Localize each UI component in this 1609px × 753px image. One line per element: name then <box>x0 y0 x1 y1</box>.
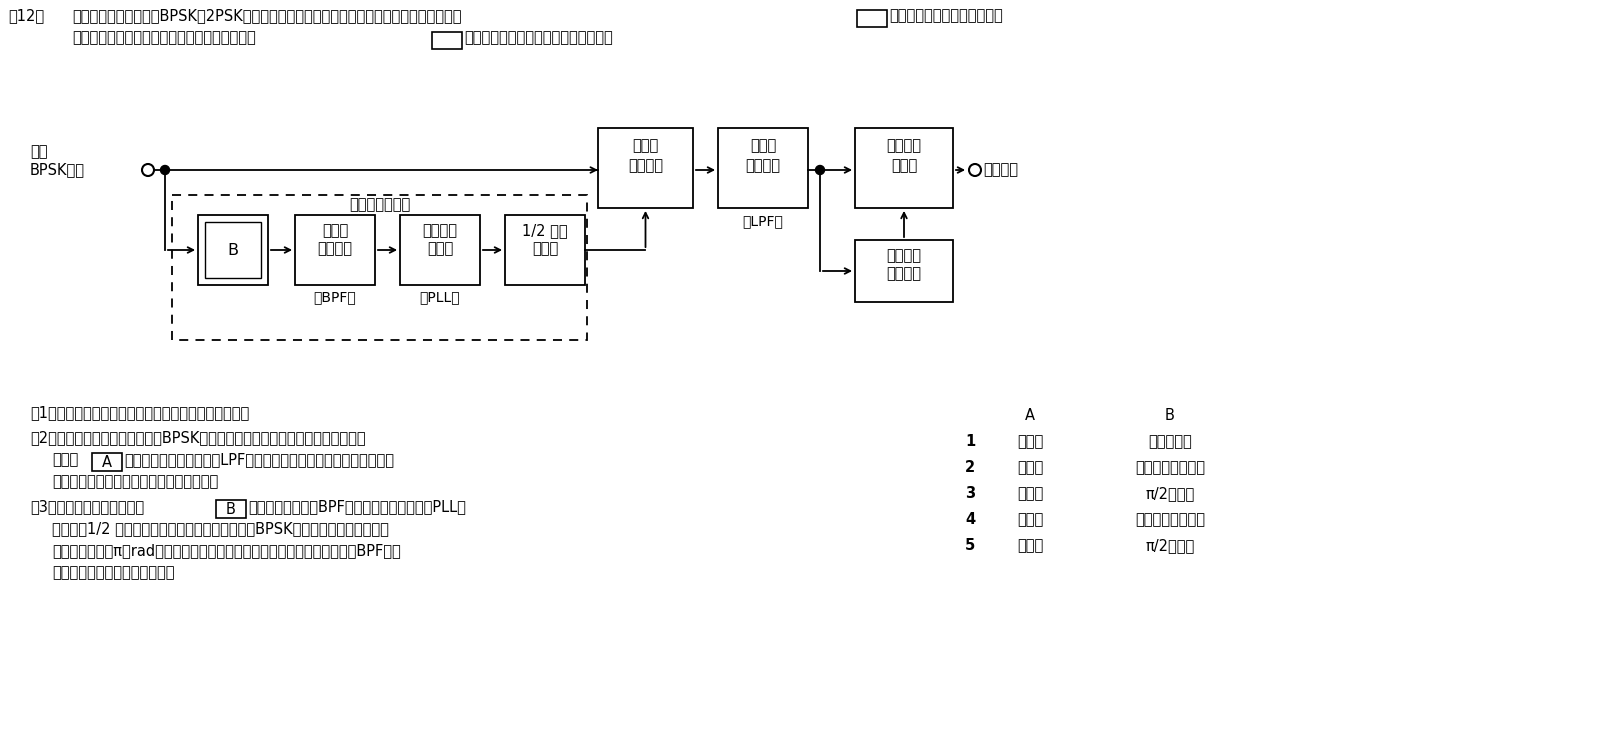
Text: 回　路: 回 路 <box>533 242 558 257</box>
Text: 及ㄒ1/2 分周回路で構成されており、入力のBPSK信号の位相がデジタル信: 及ㄒ1/2 分周回路で構成されており、入力のBPSK信号の位相がデジタル信 <box>51 521 389 536</box>
Circle shape <box>161 166 169 175</box>
Text: 周波数２逐倍回路: 周波数２逐倍回路 <box>1134 460 1205 475</box>
Bar <box>216 500 246 518</box>
Bar <box>198 215 269 285</box>
Bar <box>599 128 693 208</box>
Text: B: B <box>225 501 237 517</box>
Bar <box>92 453 122 471</box>
Text: B: B <box>1165 408 1175 423</box>
Text: 1: 1 <box>965 434 975 449</box>
Text: 位相変調器: 位相変調器 <box>1149 434 1192 449</box>
Bar <box>854 128 953 208</box>
Text: 号に応じてπ［rad］変化したとき、搬送波再生回路の帯域フィルタ（BPF）の: 号に応じてπ［rad］変化したとき、搬送波再生回路の帯域フィルタ（BPF）の <box>51 543 401 558</box>
Text: 識別再生: 識別再生 <box>887 139 922 154</box>
Text: 2: 2 <box>965 460 975 475</box>
Text: 足し算: 足し算 <box>1017 434 1043 449</box>
Text: A: A <box>101 455 113 470</box>
Text: π/2移相器: π/2移相器 <box>1146 486 1194 501</box>
Text: 復調出力: 復調出力 <box>983 163 1018 178</box>
Text: 5: 5 <box>965 538 975 553</box>
Text: 位　相: 位 相 <box>632 139 658 154</box>
Text: 内には、同じ字句が入るものとする。: 内には、同じ字句が入るものとする。 <box>463 30 613 45</box>
Text: 3: 3 <box>965 486 975 501</box>
Bar <box>401 215 479 285</box>
Text: フィルタ: フィルタ <box>745 158 780 173</box>
Bar <box>204 222 261 278</box>
Text: 、帯域フィルタ（BPF）、位相同期ループ（PLL）: 、帯域フィルタ（BPF）、位相同期ループ（PLL） <box>248 499 467 514</box>
Text: 掛け算: 掛け算 <box>1017 512 1043 527</box>
Text: 足し算: 足し算 <box>1017 486 1043 501</box>
Text: の: の <box>51 452 79 467</box>
Text: 周波数２逐倍回路: 周波数２逐倍回路 <box>1134 512 1205 527</box>
Text: B: B <box>227 242 238 258</box>
Text: 帯　域: 帯 域 <box>322 224 348 239</box>
Text: 路によってデジタル信号を復調する。: 路によってデジタル信号を復調する。 <box>51 474 219 489</box>
Text: 検波回路: 検波回路 <box>628 158 663 173</box>
Bar <box>172 195 587 340</box>
Text: 4: 4 <box>965 512 975 527</box>
Text: （BPF）: （BPF） <box>314 290 356 304</box>
Bar <box>854 240 953 302</box>
Text: 入力: 入力 <box>31 145 48 160</box>
Text: 出力の位相は変わらない。: 出力の位相は変わらない。 <box>51 565 174 580</box>
Text: A: A <box>1025 408 1035 423</box>
Text: 低　域: 低 域 <box>750 139 776 154</box>
Text: （PLL）: （PLL） <box>420 290 460 304</box>
Text: 搬送波再生回路: 搬送波再生回路 <box>349 197 410 212</box>
Bar <box>431 32 462 49</box>
Bar <box>294 215 375 285</box>
Text: （LPF）: （LPF） <box>743 214 784 228</box>
Text: （3）　搬送波再生回路は、: （3） 搬送波再生回路は、 <box>31 499 145 514</box>
Text: 1/2 分周: 1/2 分周 <box>523 224 568 239</box>
Text: 組合せを下の番号から選べ。なお、同じ記号の: 組合せを下の番号から選べ。なお、同じ記号の <box>72 30 256 45</box>
Bar <box>505 215 586 285</box>
Text: 掛け算: 掛け算 <box>1017 538 1043 553</box>
Text: 次の記述は、図に示すBPSK（2PSK）信号の復調回路の構成例について述べたものである。: 次の記述は、図に示すBPSK（2PSK）信号の復調回路の構成例について述べたもの… <box>72 8 462 23</box>
Text: 再生回路: 再生回路 <box>887 267 922 282</box>
Text: 【12】: 【12】 <box>8 8 43 23</box>
Text: 位相同期: 位相同期 <box>423 224 457 239</box>
Text: （2）　位相検波回路で、入力のBPSK信号と搬送波再生回路で再生した搬送波と: （2） 位相検波回路で、入力のBPSK信号と搬送波再生回路で再生した搬送波と <box>31 430 365 445</box>
Circle shape <box>816 166 824 175</box>
Text: ループ: ループ <box>426 242 454 257</box>
Text: フィルタ: フィルタ <box>317 242 352 257</box>
Text: BPSK信号: BPSK信号 <box>31 163 85 178</box>
Text: クロック: クロック <box>887 248 922 264</box>
Text: 足し算: 足し算 <box>1017 460 1043 475</box>
Text: π/2移相器: π/2移相器 <box>1146 538 1194 553</box>
Text: （1）　この復調回路は、同期検波方式を用いている。: （1） この復調回路は、同期検波方式を用いている。 <box>31 405 249 420</box>
Bar <box>718 128 808 208</box>
Bar <box>858 10 887 27</box>
Text: を行い、低域フィルタ（LPF）、識別再生回路及びクロック再生回: を行い、低域フィルタ（LPF）、識別再生回路及びクロック再生回 <box>124 452 394 467</box>
Text: 内に入れるべき字句の正しい: 内に入れるべき字句の正しい <box>890 8 1002 23</box>
Text: 回　路: 回 路 <box>891 158 917 173</box>
